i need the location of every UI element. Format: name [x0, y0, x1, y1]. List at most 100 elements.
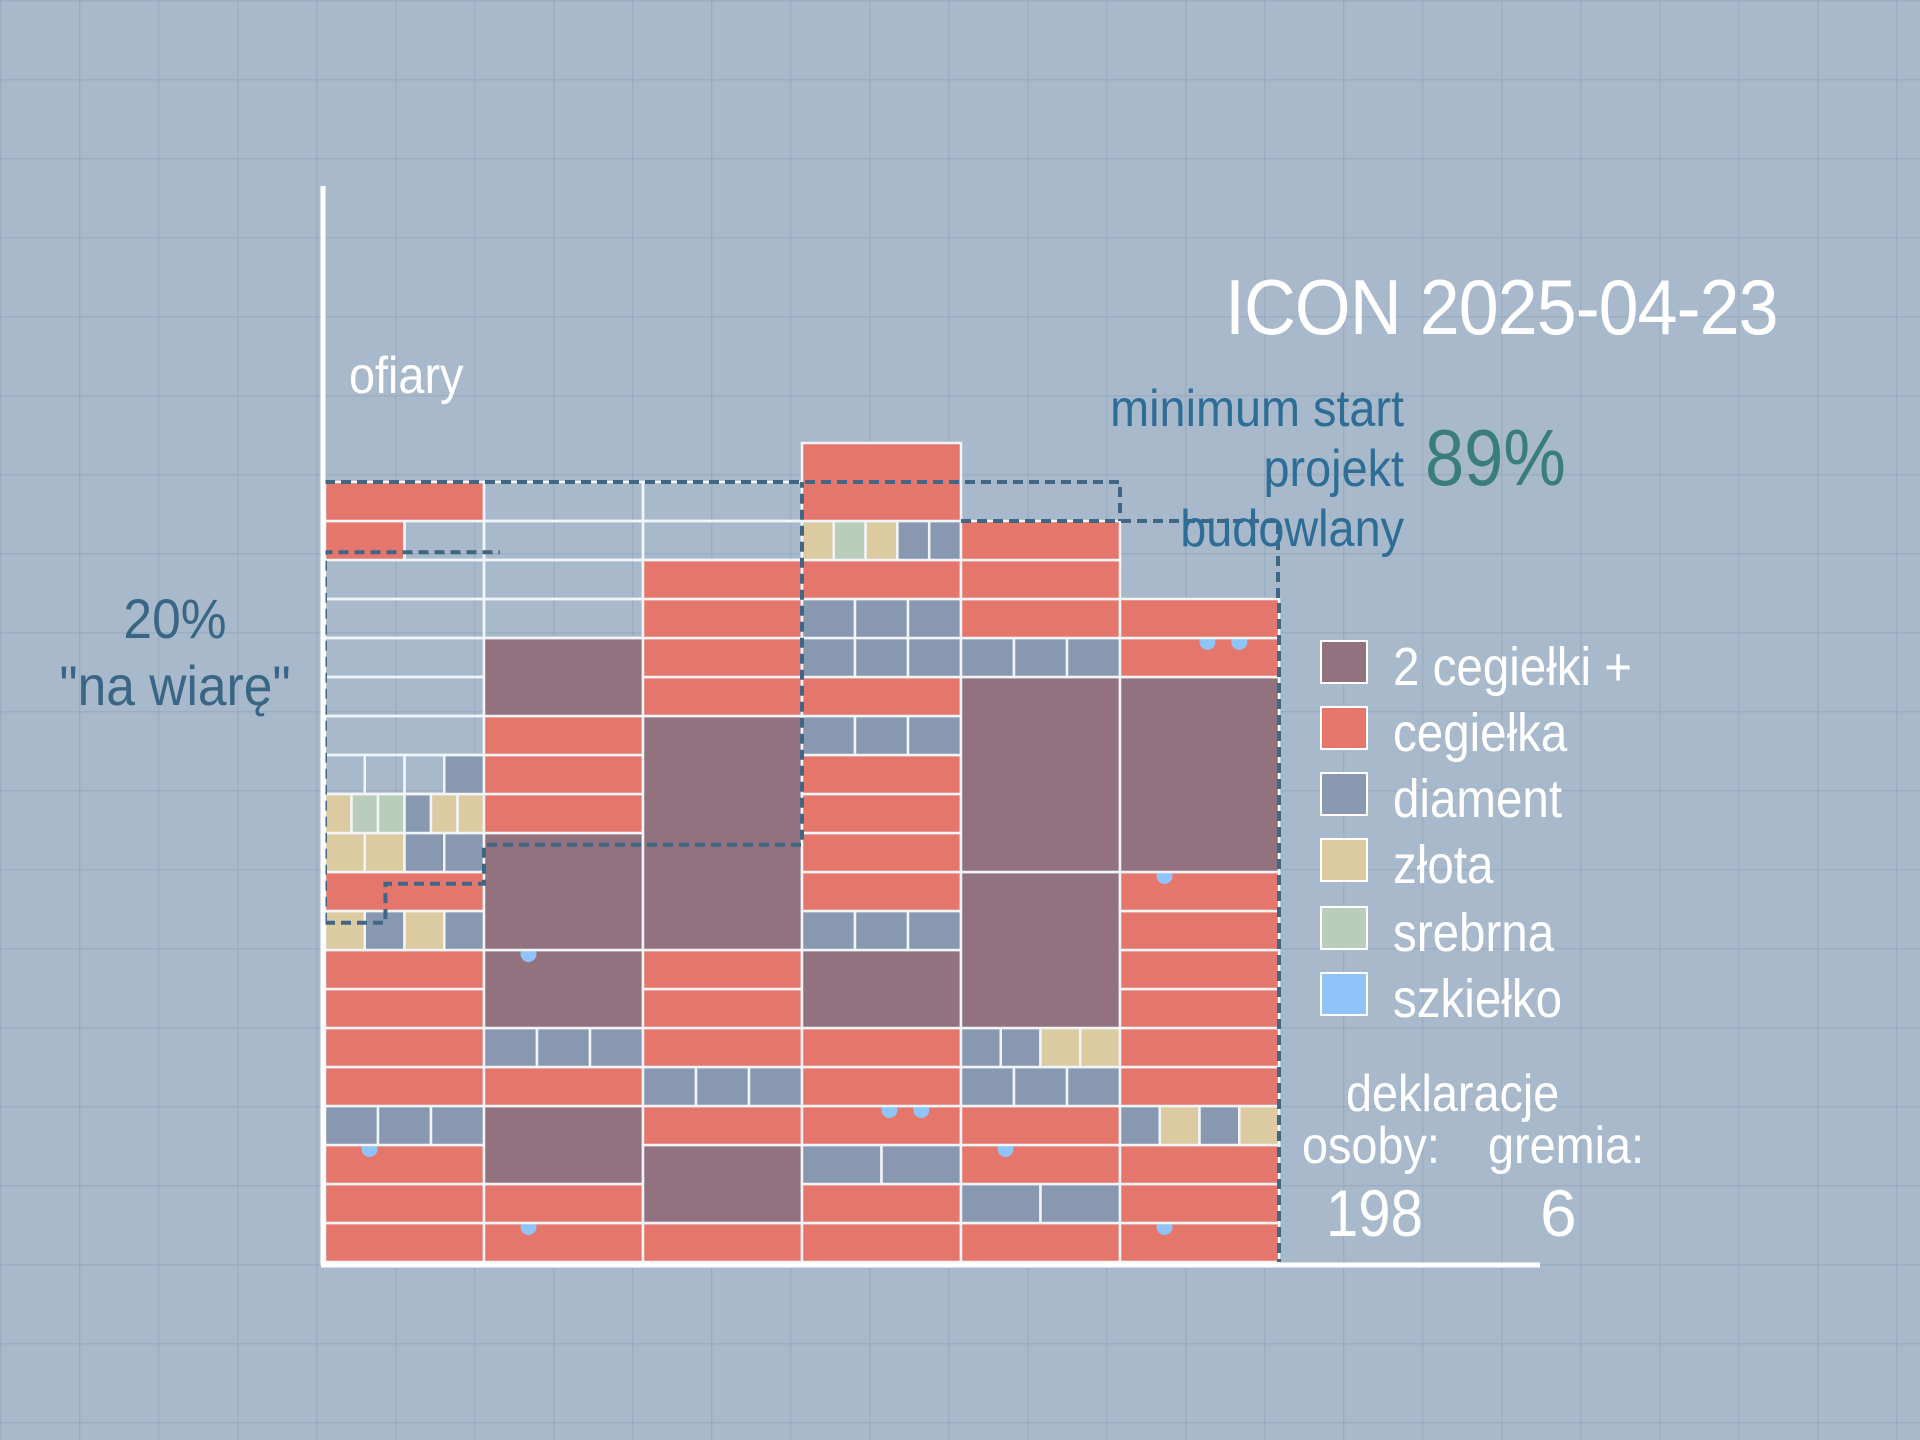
- brick-cegielka: [1118, 1143, 1281, 1186]
- legend-swatch: [1320, 706, 1368, 750]
- brick-plus2: [482, 1104, 645, 1186]
- brick-cegielka: [482, 1065, 645, 1108]
- brick-cegielka: [482, 714, 645, 757]
- brick-cegielka: [641, 1221, 804, 1264]
- brick-diament: [800, 597, 857, 640]
- brick-cegielka: [800, 675, 963, 718]
- legend-swatch: [1320, 640, 1368, 684]
- brick-diament: [694, 1065, 751, 1108]
- legend-label: diament: [1393, 769, 1563, 829]
- brick-empty: [482, 558, 645, 601]
- legend-label: 2 cegiełki +: [1393, 637, 1633, 697]
- y-axis-label: ofiary: [349, 347, 464, 405]
- brick-zlota: [429, 792, 459, 835]
- brick-cegielka: [959, 1221, 1122, 1264]
- brick-diament: [853, 597, 910, 640]
- column-3: [641, 480, 804, 1264]
- brick-empty: [323, 636, 486, 679]
- legend-swatch: [1320, 838, 1368, 882]
- brick-cegielka: [323, 480, 486, 523]
- brick-plus2: [800, 948, 963, 1030]
- brick-cegielka: [1118, 1221, 1281, 1264]
- brick-cegielka: [482, 1182, 645, 1225]
- brick-empty: [482, 480, 645, 523]
- brick-diament: [800, 714, 857, 757]
- brick-empty: [323, 597, 486, 640]
- brick-diament: [588, 1026, 645, 1069]
- brick-diament: [443, 909, 486, 952]
- brick-cegielka: [482, 753, 645, 796]
- brick-cegielka: [959, 519, 1122, 562]
- brick-plot-area: [323, 441, 1281, 1264]
- brick-cegielka: [641, 987, 804, 1030]
- brick-zlota: [323, 792, 353, 835]
- legend-label: szkiełko: [1393, 969, 1563, 1029]
- brick-diament: [927, 519, 963, 562]
- brick-cegielka: [641, 597, 804, 640]
- persons-label: osoby:: [1302, 1117, 1440, 1175]
- brick-empty: [323, 753, 366, 796]
- brick-cegielka: [323, 1182, 486, 1225]
- brick-cegielka: [323, 1026, 486, 1069]
- brick-plus2: [1118, 675, 1281, 874]
- brick-cegielka: [1118, 597, 1281, 640]
- brick-diament: [880, 1143, 963, 1186]
- brick-cegielka: [1118, 1065, 1281, 1108]
- brick-srebrna: [350, 792, 380, 835]
- brick-diament: [1065, 636, 1122, 679]
- brick-zlota: [800, 519, 836, 562]
- brick-empty: [323, 558, 486, 601]
- brick-plus2: [482, 636, 645, 718]
- min-start-line-2: projekt: [1263, 439, 1404, 498]
- brick-diament: [896, 519, 931, 562]
- chart-axes: [320, 186, 1540, 1268]
- brick-diament: [1012, 1065, 1069, 1108]
- brick-cegielka: [323, 948, 486, 991]
- brick-cegielka: [800, 792, 963, 835]
- brick-cegielka: [641, 1026, 804, 1069]
- brick-diament: [323, 1104, 380, 1147]
- brick-diament: [403, 831, 446, 874]
- brick-cegielka: [641, 636, 804, 679]
- brick-diament: [403, 792, 433, 835]
- min-start-annotation: minimum start projekt budowlany: [1000, 380, 1404, 559]
- brick-diament: [853, 714, 910, 757]
- outline-faith: [325, 482, 804, 925]
- brick-cegielka: [323, 870, 486, 913]
- faith-annotation: 20% "na wiarę": [40, 585, 310, 719]
- column-6: [1118, 597, 1281, 1264]
- brick-cegielka: [1118, 636, 1281, 679]
- brick-empty: [403, 753, 446, 796]
- brick-diament: [747, 1065, 804, 1108]
- brick-diament: [1198, 1104, 1241, 1147]
- min-start-line-1: minimum start: [1110, 380, 1404, 438]
- groups-label: gremia:: [1488, 1117, 1645, 1175]
- brick-cegielka: [800, 1026, 963, 1069]
- brick-diament: [959, 1182, 1042, 1225]
- brick-cegielka: [1118, 870, 1281, 913]
- brick-diament: [959, 1026, 1002, 1069]
- brick-cegielka: [800, 1182, 963, 1225]
- brick-cegielka: [959, 1143, 1122, 1186]
- brick-cegielka: [800, 753, 963, 796]
- brick-cegielka: [959, 597, 1122, 640]
- brick-srebrna: [376, 792, 406, 835]
- brick-plus2: [482, 831, 645, 952]
- brick-diament: [959, 636, 1016, 679]
- brick-zlota: [1238, 1104, 1281, 1147]
- brick-cegielka: [1118, 909, 1281, 952]
- brick-cegielka: [641, 1104, 804, 1147]
- legend-label: cegiełka: [1393, 703, 1568, 763]
- brick-diament: [800, 909, 857, 952]
- brick-cegielka: [482, 1221, 645, 1264]
- brick-diament: [906, 636, 963, 679]
- brick-cegielka: [959, 1104, 1122, 1147]
- brick-diament: [853, 636, 910, 679]
- brick-cegielka: [641, 948, 804, 991]
- brick-cegielka: [800, 870, 963, 913]
- brick-plus2: [641, 714, 804, 952]
- column-4: [800, 441, 963, 1264]
- brick-diament: [443, 831, 486, 874]
- brick-cegielka: [800, 1221, 963, 1264]
- brick-diament: [1065, 1065, 1122, 1108]
